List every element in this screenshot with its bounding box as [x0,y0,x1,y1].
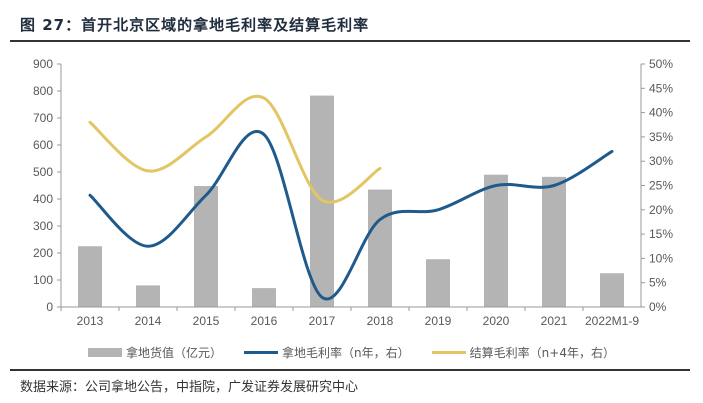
right-tick-label: 25% [649,179,673,193]
source-divider [10,369,690,371]
right-tick-label: 45% [649,81,673,95]
line-series-1 [88,94,382,204]
legend-swatch [244,351,279,354]
x-tick-label: 2015 [193,314,220,328]
figure-title: 图 27：首开北京区域的拿地毛利率及结算毛利率 [20,16,370,34]
legend-item: 拿地毛利率（n年，右） [244,344,410,361]
bar-2022M1-9 [600,273,624,307]
right-tick-label: 0% [649,300,667,314]
bar-2015 [194,186,218,307]
x-tick-label: 2017 [309,314,336,328]
legend-label: 结算毛利率（n+4年，右） [469,346,615,360]
bar-2014 [136,285,160,307]
bar-2020 [484,174,508,307]
legend-swatch [431,351,466,354]
left-tick-label: 100 [33,273,53,287]
x-tick-label: 2016 [251,314,278,328]
right-tick-label: 40% [649,106,673,120]
left-tick-label: 600 [33,138,53,152]
left-tick-label: 300 [33,219,53,233]
right-tick-label: 10% [649,251,673,265]
right-tick-label: 50% [649,57,673,71]
line-series-0 [88,130,614,301]
left-tick-label: 800 [33,84,53,98]
x-tick-label: 2019 [425,314,452,328]
legend-swatch [88,348,123,357]
x-tick-label: 2020 [483,314,510,328]
legend-item: 拿地货值（亿元） [88,344,222,361]
bar-2013 [78,246,102,307]
x-tick-label: 2014 [135,314,162,328]
bar-2018 [368,189,392,307]
x-tick-label: 2013 [77,314,104,328]
legend-label: 拿地毛利率（n年，右） [282,346,410,360]
source-note: 数据来源：公司拿地公告，中指院，广发证券发展研究中心 [20,380,359,395]
x-tick-label: 2022M1-9 [585,314,639,328]
left-tick-label: 200 [33,246,53,260]
chart: 0 100 200 300 400 500 600 700 800 900 0% 5% 10% 15% 20… [33,57,673,328]
bar-2021 [542,176,566,307]
title-divider [10,40,690,42]
bar-2016 [252,288,276,307]
right-tick-label: 30% [649,154,673,168]
left-tick-label: 500 [33,165,53,179]
x-tick-label: 2018 [367,314,394,328]
left-tick-label: 400 [33,192,53,206]
right-tick-label: 35% [649,130,673,144]
bar-2019 [426,259,450,307]
legend-label: 拿地货值（亿元） [126,346,223,360]
x-tick-label: 2021 [541,314,568,328]
legend: 拿地货值（亿元） 拿地毛利率（n年，右） 结算毛利率（n+4年，右） [0,344,703,361]
right-tick-label: 20% [649,203,673,217]
left-tick-label: 900 [33,57,53,71]
left-tick-label: 700 [33,111,53,125]
right-tick-label: 5% [649,276,667,290]
right-tick-label: 15% [649,227,673,241]
left-tick-label: 0 [46,300,53,314]
legend-item: 结算毛利率（n+4年，右） [431,344,615,361]
